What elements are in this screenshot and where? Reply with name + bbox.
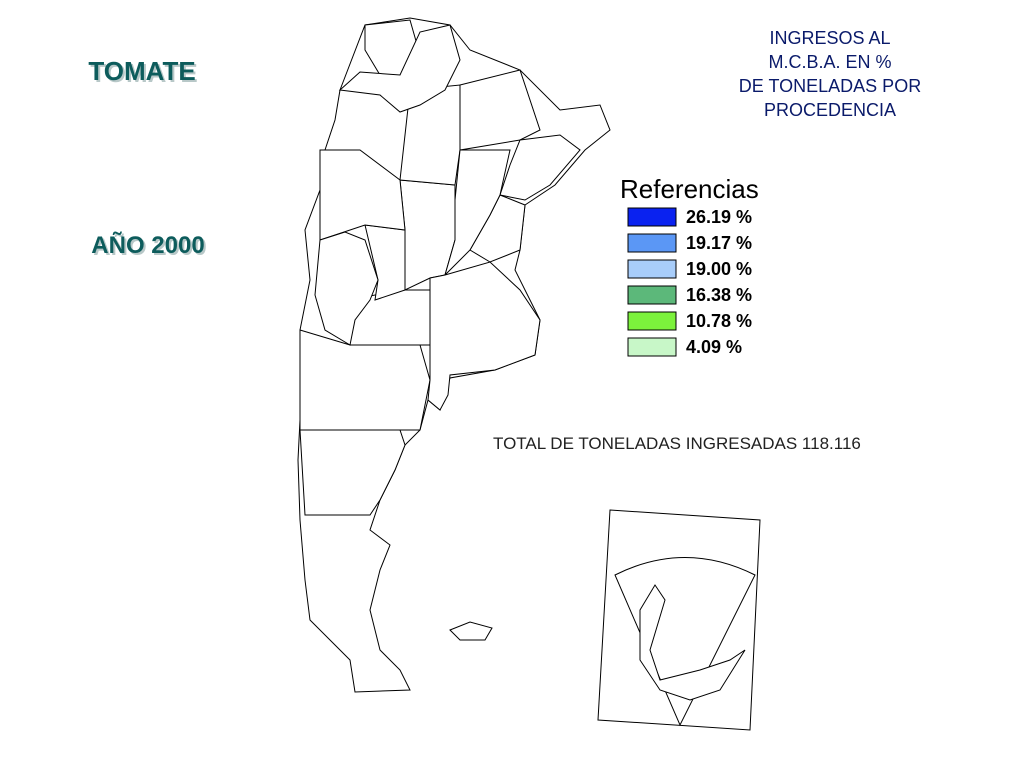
- legend-title: Referencias: [620, 174, 759, 204]
- region-buenos-aires: [427, 261, 541, 411]
- region-santa-fe: [443, 149, 511, 277]
- province: [459, 69, 541, 151]
- legend-swatch: [627, 259, 677, 279]
- title-line: PROCEDENCIA: [764, 100, 896, 120]
- legend-label: 16.38 %: [686, 285, 752, 305]
- legend-label: 26.19 %: [686, 207, 752, 227]
- region-mendoza: [314, 231, 379, 346]
- province: [399, 84, 461, 186]
- legend-swatch: [627, 311, 677, 331]
- product-title: TOMATE: [88, 56, 195, 86]
- legend-swatch: [627, 233, 677, 253]
- legend-label: 10.78 %: [686, 311, 752, 331]
- antarctica-inset: [597, 509, 761, 731]
- title-line: M.C.B.A. EN %: [768, 52, 891, 72]
- total-note: TOTAL DE TONELADAS INGRESADAS 118.116: [493, 434, 861, 453]
- title-line: INGRESOS AL: [769, 28, 890, 48]
- title-line: DE TONELADAS POR: [739, 76, 921, 96]
- legend-label: 19.17 %: [686, 233, 752, 253]
- product-shadow: TOMATE: [90, 58, 197, 88]
- inset-land: [639, 584, 746, 701]
- legend-label: 4.09 %: [686, 337, 742, 357]
- argentina-map: [297, 17, 611, 693]
- inset-frame: [597, 509, 761, 731]
- islands: [449, 621, 493, 641]
- legend-swatch: [627, 337, 677, 357]
- year-label: AÑO 2000: [91, 231, 204, 259]
- year-shadow: AÑO 2000: [93, 233, 206, 261]
- legend-swatch: [627, 207, 677, 227]
- region-corrientes: [499, 134, 581, 201]
- inset-sector: [614, 557, 756, 727]
- legend: 26.19 % 19.17 % 19.00 % 16.38 % 10.78 % 4.09 …: [627, 207, 752, 357]
- province: [299, 429, 406, 516]
- map-title: INGRESOS AL M.C.B.A. EN % DE TONELADAS POR…: [739, 28, 921, 120]
- region-salta: [338, 24, 461, 113]
- legend-swatch: [627, 285, 677, 305]
- legend-label: 19.00 %: [686, 259, 752, 279]
